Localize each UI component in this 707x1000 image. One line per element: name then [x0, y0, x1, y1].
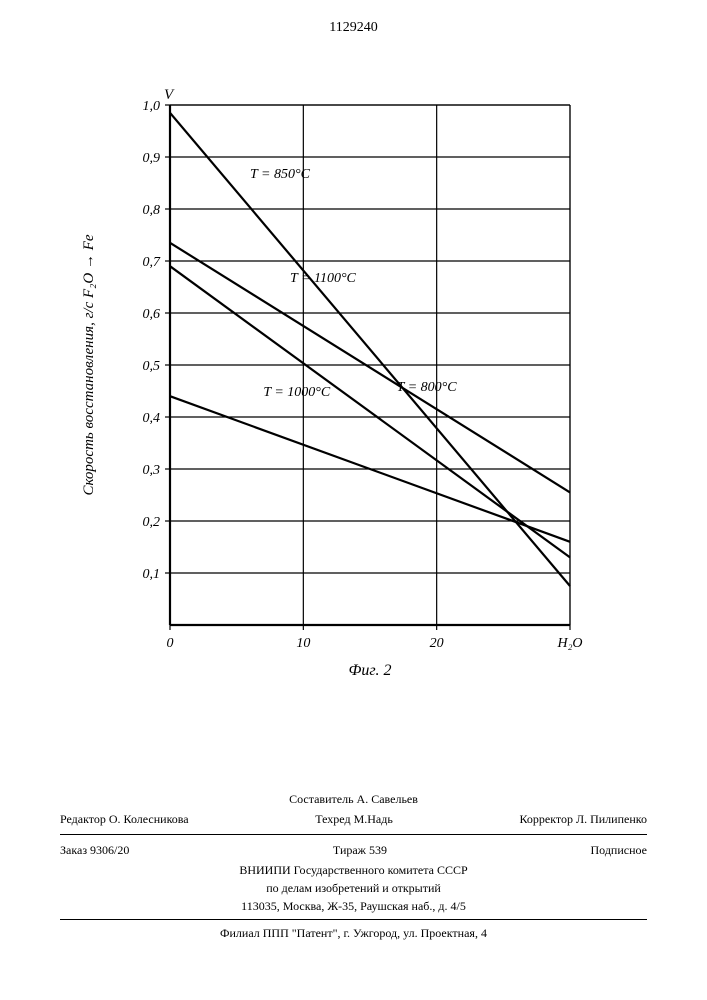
series-label: T = 850°C: [250, 167, 311, 182]
y-tick-label: 1,0: [143, 99, 161, 114]
y-axis-label: Скорость восстановления, г/с F₂O → Fe: [81, 234, 97, 495]
y-tick-label: 0,9: [143, 151, 161, 166]
y-tick-label: 0,7: [143, 255, 162, 270]
x-tick-label: 0: [167, 636, 174, 651]
chart-caption: Фиг. 2: [349, 662, 392, 679]
series-label: T = 1000°C: [263, 385, 331, 400]
chart-svg: T = 850°C T = 1100°C T = 800°C T = 1000°C 0,…: [75, 75, 595, 695]
footer-org1: ВНИИПИ Государственного комитета СССР: [60, 861, 647, 879]
footer-corrector: Корректор Л. Пилипенко: [519, 810, 647, 828]
footer-tirage: Тираж 539: [333, 841, 387, 859]
y-tick-label: 0,2: [143, 515, 161, 530]
footer-compiler: Составитель А. Савельев: [60, 790, 647, 808]
y-tick-label: 0,1: [143, 567, 161, 582]
y-tick-label: 0,4: [143, 411, 161, 426]
series-label: T = 800°C: [397, 380, 458, 395]
footer-addr2: Филиал ППП "Патент", г. Ужгород, ул. Про…: [60, 924, 647, 942]
footer-techred: Техред М.Надь: [315, 810, 393, 828]
y-tick-label: 0,5: [143, 359, 161, 374]
footer-addr1: 113035, Москва, Ж-35, Раушская наб., д. …: [60, 897, 647, 915]
footer-subscription: Подписное: [591, 841, 648, 859]
chart-container: T = 850°C T = 1100°C T = 800°C T = 1000°C 0,…: [75, 75, 595, 695]
footer-rule-2: [60, 919, 647, 920]
footer-order: Заказ 9306/20: [60, 841, 129, 859]
x-tick-label: 10: [296, 636, 310, 651]
footer-org2: по делам изобретений и открытий: [60, 879, 647, 897]
x-tick-label: H₂O: [556, 636, 582, 651]
footer-block: Составитель А. Савельев Редактор О. Коле…: [60, 790, 647, 942]
footer-editor: Редактор О. Колесникова: [60, 810, 189, 828]
footer-rule-1: [60, 834, 647, 835]
y-tick-label: 0,8: [143, 203, 161, 218]
series-label: T = 1100°C: [290, 271, 357, 286]
y-tick-label: 0,3: [143, 463, 161, 478]
x-tick-label: 20: [430, 636, 444, 651]
y-tick-label: 0,6: [143, 307, 161, 322]
page-number: 1129240: [329, 20, 377, 36]
